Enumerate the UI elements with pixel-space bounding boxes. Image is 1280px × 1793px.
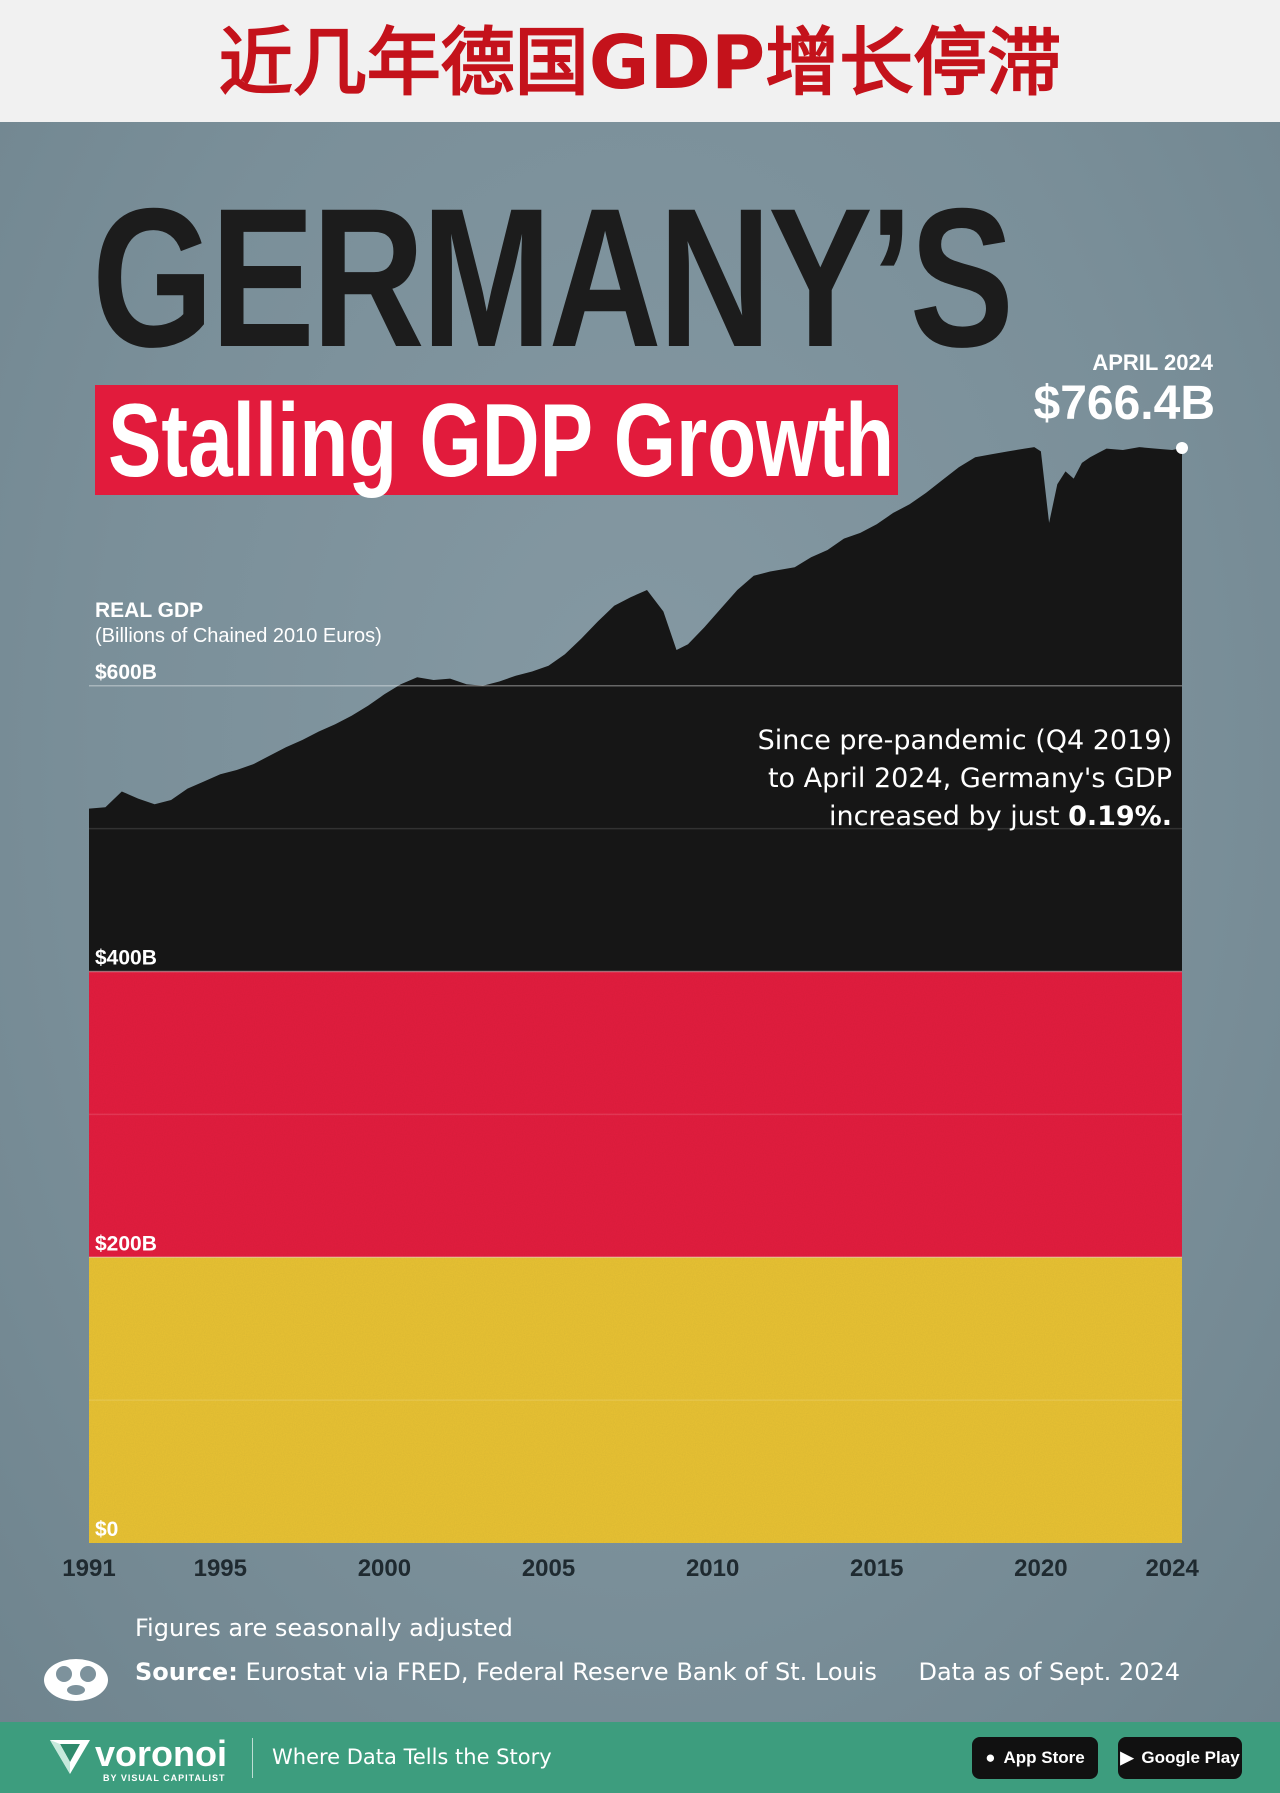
google-play-button[interactable]: ▶ Google Play	[1118, 1737, 1242, 1779]
app-store-label: App Store	[1003, 1748, 1085, 1767]
band-red	[89, 971, 1182, 1258]
top-banner: 近几年德国GDP增长停滞	[0, 0, 1280, 122]
banner-title: 近几年德国GDP增长停滞	[218, 20, 1062, 106]
headline-subtitle: Stalling GDP Growth	[108, 383, 895, 499]
y-tick-label: $400B	[95, 947, 157, 970]
x-tick-label: 1995	[194, 1555, 247, 1582]
x-tick-label: 2020	[1014, 1555, 1067, 1582]
x-tick-label: 1991	[62, 1555, 115, 1582]
x-tick-label: 2024	[1145, 1555, 1199, 1582]
annotation-text: Since pre-pandemic (Q4 2019) to April 20…	[757, 725, 1172, 832]
footer-divider	[252, 1738, 253, 1778]
headline-subtitle-box	[95, 385, 898, 495]
source-line: Source: Eurostat via FRED, Federal Reser…	[135, 1658, 877, 1686]
data-as-of: Data as of Sept. 2024	[918, 1658, 1180, 1686]
visual-capitalist-logo-icon	[42, 1650, 110, 1706]
y-axis-subtitle: (Billions of Chained 2010 Euros)	[95, 625, 382, 647]
brand-subtitle: BY VISUAL CAPITALIST	[103, 1773, 226, 1783]
seasonal-note: Figures are seasonally adjusted	[135, 1614, 513, 1642]
annotation-note: Since pre-pandemic (Q4 2019) to April 20…	[732, 722, 1172, 836]
x-tick-label: 2015	[850, 1555, 903, 1582]
y-tick-label: $600B	[95, 661, 157, 684]
x-tick-label: 2005	[522, 1555, 575, 1582]
x-tick-label: 2000	[358, 1555, 411, 1582]
app-store-button[interactable]: ● App Store	[972, 1737, 1098, 1779]
latest-value-point	[1176, 442, 1188, 455]
headline-title: GERMANY’S	[92, 167, 1014, 388]
annotation-highlight: 0.19%.	[1068, 801, 1172, 832]
y-tick-label: $200B	[95, 1232, 157, 1255]
callout-value: $766.4B	[1033, 377, 1215, 430]
source-text: Eurostat via FRED, Federal Reserve Bank …	[245, 1658, 877, 1686]
play-icon: ▶	[1120, 1748, 1134, 1767]
source-label: Source:	[135, 1658, 238, 1686]
google-play-label: Google Play	[1141, 1748, 1240, 1767]
callout-date: APRIL 2024	[1092, 350, 1213, 375]
footer-bar: voronoi BY VISUAL CAPITALIST Where Data …	[0, 1722, 1280, 1793]
y-axis-title: REAL GDP	[95, 599, 204, 622]
voronoi-mark-icon	[48, 1736, 92, 1780]
band-gold	[89, 1257, 1182, 1543]
tagline: Where Data Tells the Story	[272, 1745, 552, 1769]
brand-name[interactable]: voronoi	[95, 1733, 227, 1774]
apple-icon: ●	[985, 1748, 996, 1767]
y-tick-label: $0	[95, 1518, 118, 1541]
x-tick-label: 2010	[686, 1555, 739, 1582]
